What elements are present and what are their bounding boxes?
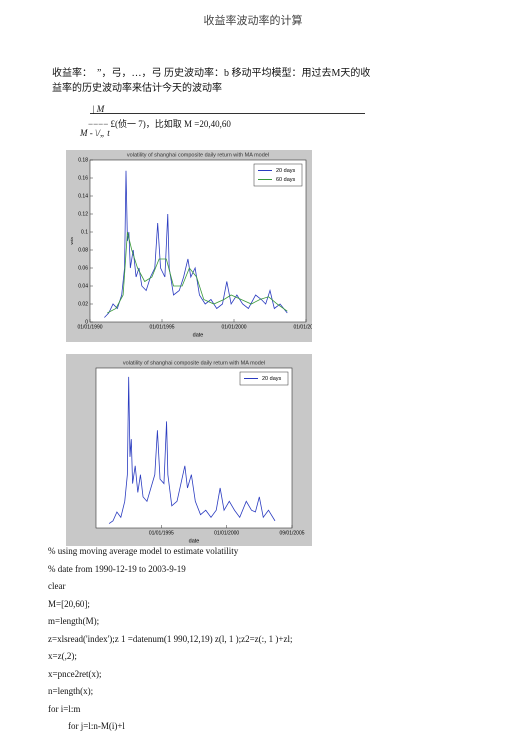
y-tick-label: 0.16 [78, 175, 88, 181]
x-axis-label: date [193, 332, 204, 338]
legend-label: 20 days [276, 168, 296, 174]
code-line: % using moving average model to estimate… [48, 546, 239, 556]
legend-label: 20 days [262, 376, 282, 382]
legend-box [253, 163, 303, 187]
rule [90, 113, 365, 114]
y-tick-label: 0.02 [78, 301, 88, 307]
y-tick-label: 0.18 [78, 157, 88, 163]
code-line: % date from 1990-12-19 to 2003-9-19 [48, 563, 186, 574]
code-line: x=z(,2); [48, 651, 77, 661]
x-tick-label: 01/01/2000 [221, 324, 246, 330]
line-series [104, 170, 288, 318]
legend-label: 60 days [276, 177, 296, 183]
code-line: for j=l:n-M(i)+l [68, 721, 125, 731]
x-tick-label: 01/01/1995 [149, 530, 174, 536]
paragraph: 收益率： ”，弓，…，弓 历史波动率：b 移动平均模型：用过去M天的收益率的历史… [52, 68, 371, 94]
x-tick-label: 01/01/1990 [77, 324, 102, 330]
y-tick-label: 0.14 [78, 193, 88, 199]
y-tick-label: 0.08 [78, 247, 88, 253]
chart: volatility of shanghai composite daily r… [66, 354, 312, 546]
y-tick-label: 0.06 [78, 265, 88, 271]
code-line: x=pnce2ret(x); [48, 668, 102, 679]
formula: | M [92, 104, 105, 114]
x-tick-label: 09/01/2005 [279, 530, 304, 536]
legend-box [239, 371, 289, 386]
line-series [108, 376, 276, 524]
y-tick-label: 0.1 [81, 229, 88, 235]
x-tick-label: 01/01/2005 [293, 324, 312, 330]
chart-title: volatility of shanghai composite daily r… [123, 360, 265, 366]
line-series [107, 231, 288, 314]
code-line: clear [48, 581, 66, 591]
code-line: for i=l:m [48, 703, 81, 714]
code-line: z=xlsread('index');z 1 =datenum(1 990,12… [48, 633, 293, 644]
code-line: n=length(x); [48, 686, 94, 696]
y-axis-label: vola [69, 237, 74, 245]
header-title: 收益率波动率的计算 [203, 15, 303, 27]
formula: M - \/„ t [80, 128, 110, 138]
code-block: % using moving average model to estimate… [48, 546, 468, 739]
chart-title: volatility of shanghai composite daily r… [127, 152, 269, 158]
plot-area [95, 367, 293, 529]
y-tick-label: 0.12 [78, 211, 88, 217]
code-line: M=[20,60]; [48, 598, 90, 609]
x-axis-label: date [189, 538, 200, 544]
y-tick-label: 0.04 [78, 283, 88, 289]
code-line: m=length(M); [48, 616, 100, 626]
chart: volatility of shanghai composite daily r… [66, 150, 312, 342]
y-tick-label: 0 [85, 319, 88, 325]
x-tick-label: 01/01/1995 [149, 324, 174, 330]
formula: −−−− £(侦一 7)，比如取 M =20,40,60 [88, 119, 231, 129]
x-tick-label: 01/01/2000 [214, 530, 239, 536]
